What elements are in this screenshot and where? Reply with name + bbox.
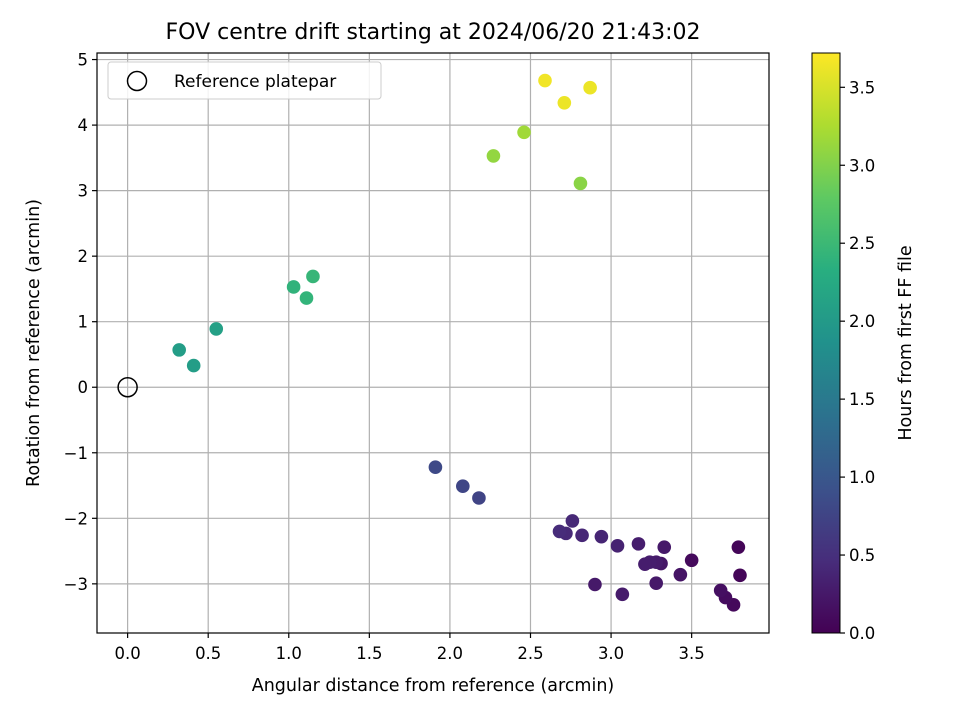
x-tick-label: 2.5 — [517, 644, 543, 663]
data-point — [594, 529, 609, 544]
data-point — [615, 587, 630, 602]
data-point — [209, 322, 224, 336]
data-point — [733, 568, 747, 583]
data-point — [649, 576, 663, 590]
data-point — [557, 96, 572, 110]
colorbar-tick-label: 1.0 — [849, 468, 875, 487]
x-tick-label: 3.5 — [679, 644, 705, 663]
colorbar-tick-label: 3.5 — [849, 78, 875, 97]
data-point — [583, 80, 597, 95]
colorbar-tick-label: 0.0 — [849, 624, 875, 643]
colorbar-gradient — [811, 52, 841, 634]
x-tick-label: 3.0 — [598, 644, 624, 663]
colorbar-label: Hours from first FF file — [896, 245, 916, 440]
data-point — [428, 460, 443, 474]
x-axis-ticks: 0.0 0.5 1.0 1.5 2.0 2.5 3.0 3.5 — [114, 633, 705, 663]
y-tick-label: 2 — [78, 247, 89, 266]
data-point — [573, 176, 588, 191]
data-point — [588, 577, 602, 592]
colorbar-tick-label: 0.5 — [849, 546, 875, 565]
x-tick-label: 2.0 — [437, 644, 463, 663]
x-tick-label: 1.0 — [276, 644, 302, 663]
y-axis-ticks: −3 −2 −1 0 1 2 3 4 5 — [64, 51, 97, 594]
data-point — [306, 269, 320, 284]
data-point — [486, 149, 501, 163]
y-tick-label: −3 — [64, 575, 88, 594]
x-tick-label: 0.5 — [195, 644, 221, 663]
y-tick-label: −1 — [64, 444, 88, 463]
plot-frame — [96, 52, 770, 634]
data-point — [565, 514, 580, 528]
chart-title: FOV centre drift starting at 2024/06/20 … — [166, 20, 701, 45]
data-point — [299, 291, 314, 305]
colorbar-tick-label: 1.5 — [849, 390, 875, 409]
data-point — [172, 343, 186, 357]
y-tick-label: 3 — [78, 182, 89, 201]
data-point — [684, 553, 699, 568]
data-point — [631, 537, 646, 551]
y-tick-label: 0 — [78, 378, 89, 397]
data-point — [731, 540, 746, 554]
legend-reference-marker — [126, 70, 148, 92]
grid — [97, 53, 769, 633]
data-point — [673, 567, 688, 582]
data-point — [657, 540, 672, 554]
data-point — [186, 358, 201, 373]
x-tick-label: 0.0 — [114, 644, 140, 663]
data-point — [286, 280, 301, 294]
data-points — [172, 73, 747, 612]
colorbar-tick-label: 3.0 — [849, 156, 875, 175]
data-point — [713, 583, 728, 598]
y-tick-label: 5 — [78, 51, 89, 70]
data-point — [638, 557, 652, 571]
y-tick-label: −2 — [64, 509, 88, 528]
data-point — [610, 539, 625, 553]
colorbar: 0.0 0.5 1.0 1.5 2.0 2.5 3.0 3.5 Hours from firs… — [811, 52, 916, 643]
legend-entry-reference: Reference platepar — [174, 72, 336, 92]
colorbar-ticks: 0.0 0.5 1.0 1.5 2.0 2.5 3.0 3.5 — [840, 78, 875, 643]
legend: Reference platepar — [107, 61, 382, 100]
data-point — [552, 524, 567, 539]
colorbar-tick-label: 2.5 — [849, 234, 875, 253]
y-tick-label: 1 — [78, 313, 89, 332]
data-point — [472, 491, 486, 505]
x-tick-label: 1.5 — [356, 644, 382, 663]
data-point — [456, 479, 470, 493]
legend-box — [107, 61, 382, 100]
x-axis-label: Angular distance from reference (arcmin) — [252, 676, 615, 696]
reference-platepar-marker — [117, 376, 138, 398]
data-point — [517, 125, 531, 140]
data-point — [538, 73, 552, 88]
colorbar-tick-label: 2.0 — [849, 312, 875, 331]
y-axis-label: Rotation from reference (arcmin) — [24, 199, 44, 487]
y-tick-label: 4 — [78, 116, 89, 135]
data-point — [575, 528, 589, 543]
